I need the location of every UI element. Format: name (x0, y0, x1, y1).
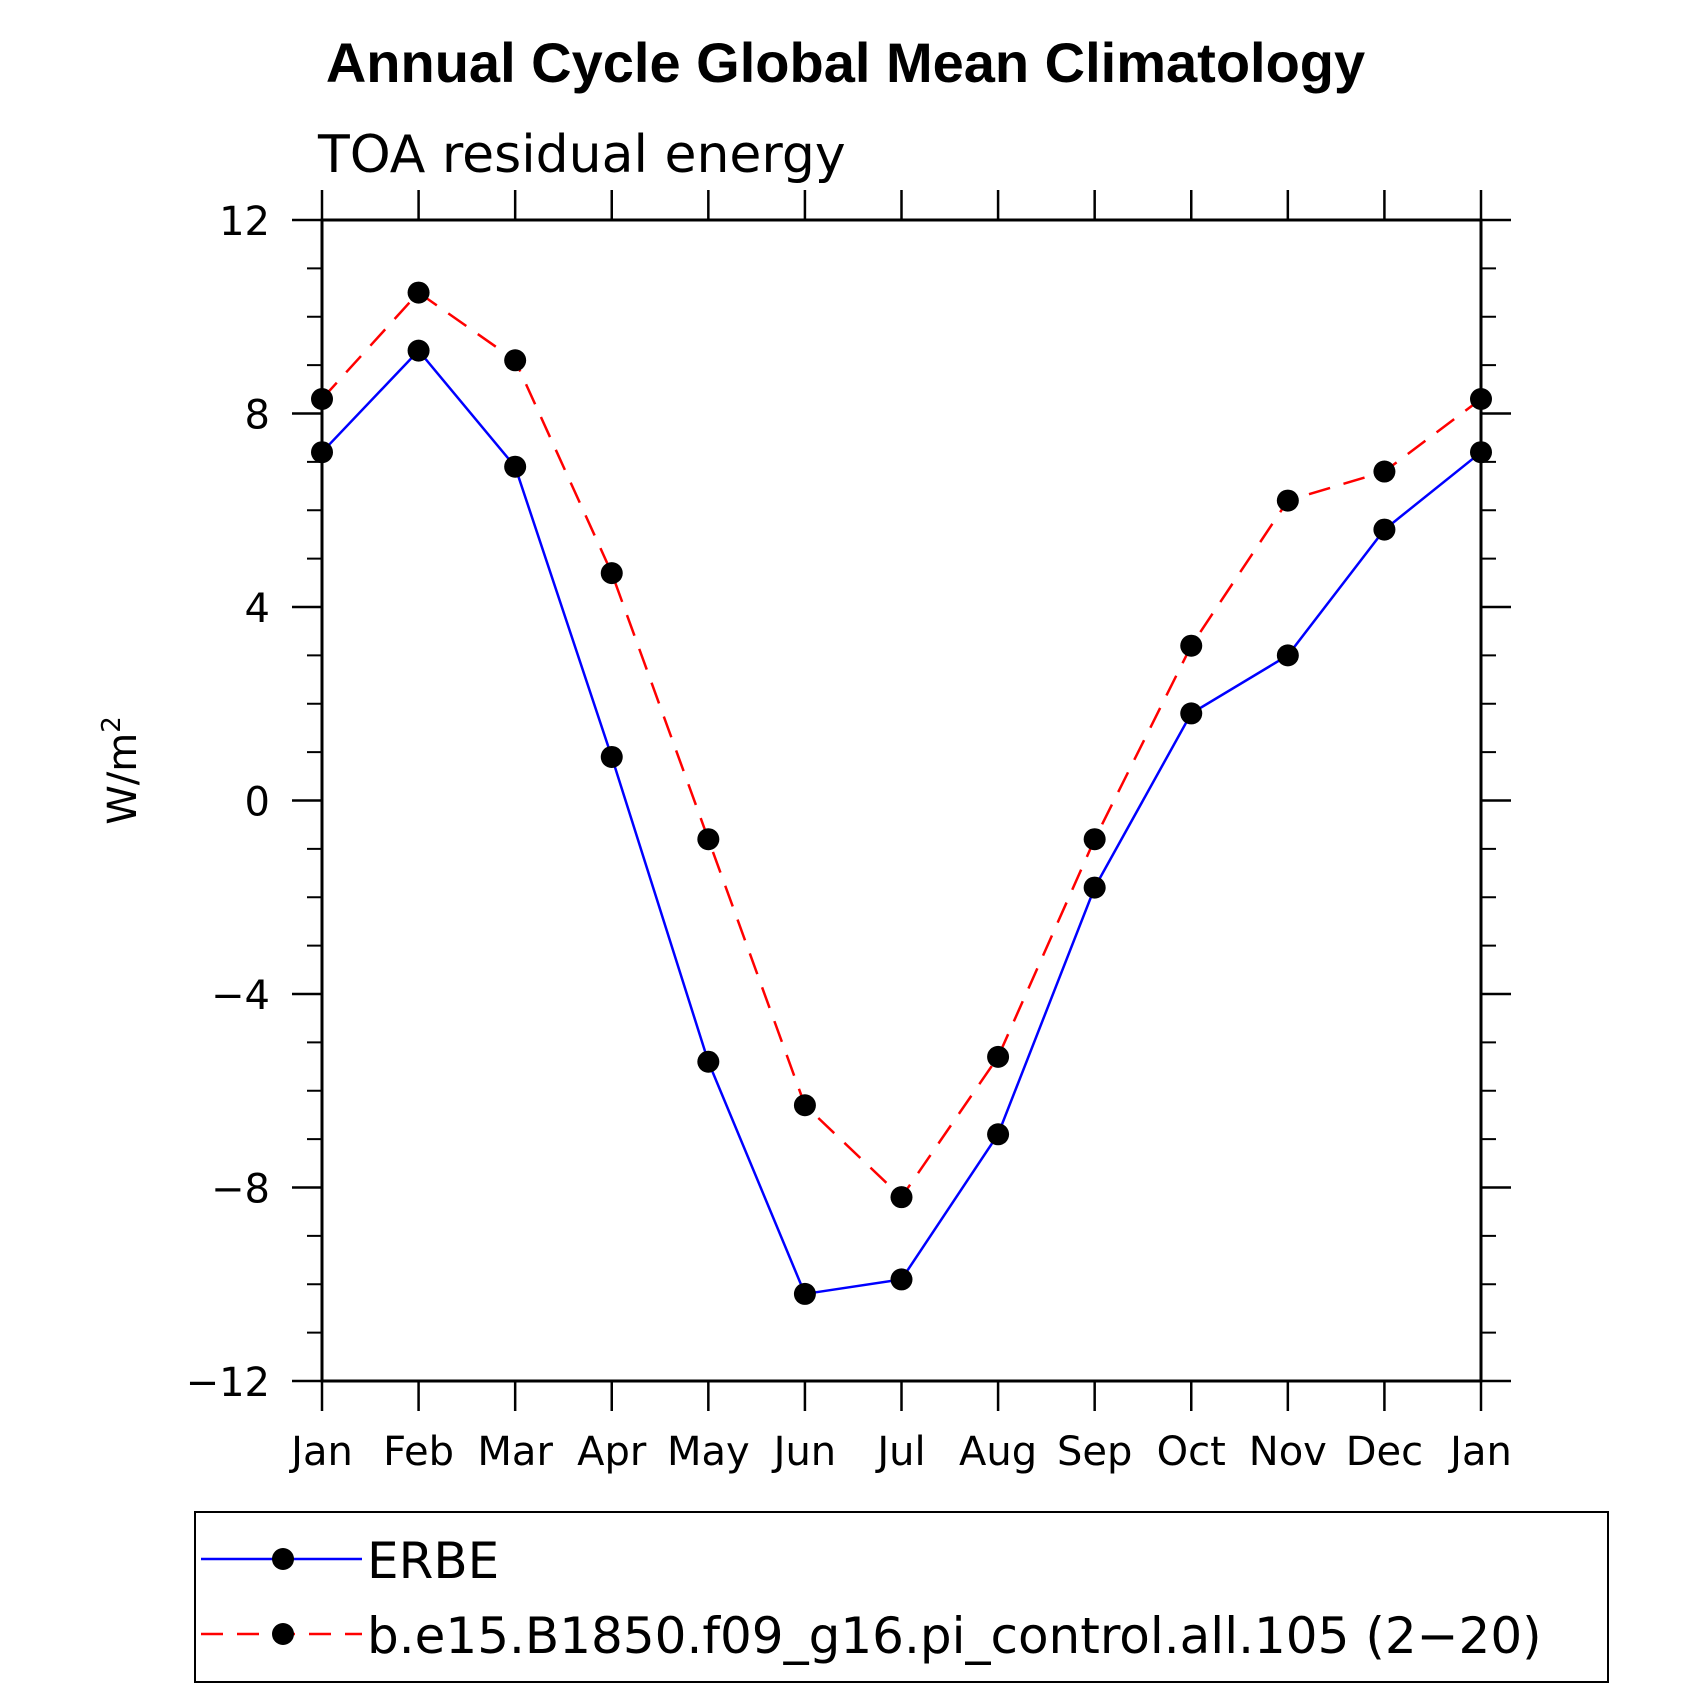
y-axis-label-superscript: 2 (97, 716, 127, 733)
series-1-point (311, 441, 333, 464)
series-1-point (1373, 518, 1396, 541)
series-1-point (1276, 644, 1299, 667)
series-1-point (793, 1282, 816, 1305)
y-axis-label: W/m2 (97, 716, 146, 825)
x-tick-label: Mar (477, 1429, 553, 1475)
series-2-point (1083, 828, 1106, 851)
legend-marker-2 (272, 1623, 294, 1645)
series-1-point (504, 455, 527, 478)
y-tick-label: −8 (211, 1167, 270, 1213)
series-2-point (600, 562, 623, 585)
series-1-point (697, 1050, 720, 1073)
legend-label-2: b.e15.B1850.f09_g16.pi_control.all.105 (… (367, 1607, 1542, 1665)
y-tick-label: 8 (245, 393, 270, 439)
series-1-point (407, 339, 430, 362)
x-tick-label: Aug (959, 1429, 1037, 1475)
series-2-point (1373, 460, 1396, 483)
series-2-point (793, 1094, 816, 1117)
series-line-1 (321, 348, 1482, 1296)
y-tick-label: 12 (219, 199, 270, 245)
series-2-point (697, 828, 720, 851)
chart-title: Annual Cycle Global Mean Climatology (325, 31, 1366, 94)
y-tick-label: 4 (245, 586, 270, 632)
x-tick-label: Apr (577, 1429, 647, 1475)
x-tick-label: Jun (771, 1429, 837, 1475)
series-2-point (311, 387, 333, 410)
chart-subtitle: TOA residual energy (317, 125, 846, 185)
x-tick-label: Jul (874, 1429, 925, 1475)
series-1-point (1180, 702, 1203, 725)
series-1-point (890, 1268, 913, 1291)
y-tick-label: 0 (245, 780, 270, 826)
series-2-point (1470, 387, 1492, 410)
x-tick-label: Feb (383, 1429, 454, 1475)
y-tick-label: −12 (186, 1360, 270, 1406)
series-1-point (1470, 441, 1492, 464)
x-tick-label: May (667, 1429, 750, 1475)
x-tick-label: Jan (1447, 1429, 1512, 1475)
legend-marker-1 (272, 1548, 294, 1570)
legend-label-1: ERBE (367, 1532, 499, 1590)
series-1-point (600, 745, 623, 768)
series-2-point (407, 281, 430, 304)
series-2-point (1276, 489, 1299, 512)
series-1-point (987, 1123, 1010, 1146)
legend-box (194, 1511, 1609, 1683)
x-tick-label: Sep (1057, 1429, 1132, 1475)
x-tick-label: Jan (288, 1429, 353, 1475)
series-2-point (504, 349, 527, 372)
x-tick-label: Oct (1157, 1429, 1226, 1475)
series-1-point (1083, 876, 1106, 899)
series-line-2 (321, 290, 1482, 1200)
series-2-point (987, 1045, 1010, 1068)
series-2-point (890, 1186, 913, 1209)
y-tick-label: −4 (211, 973, 270, 1019)
x-tick-label: Nov (1249, 1429, 1327, 1475)
x-tick-label: Dec (1346, 1429, 1423, 1475)
series-2-point (1180, 634, 1203, 657)
